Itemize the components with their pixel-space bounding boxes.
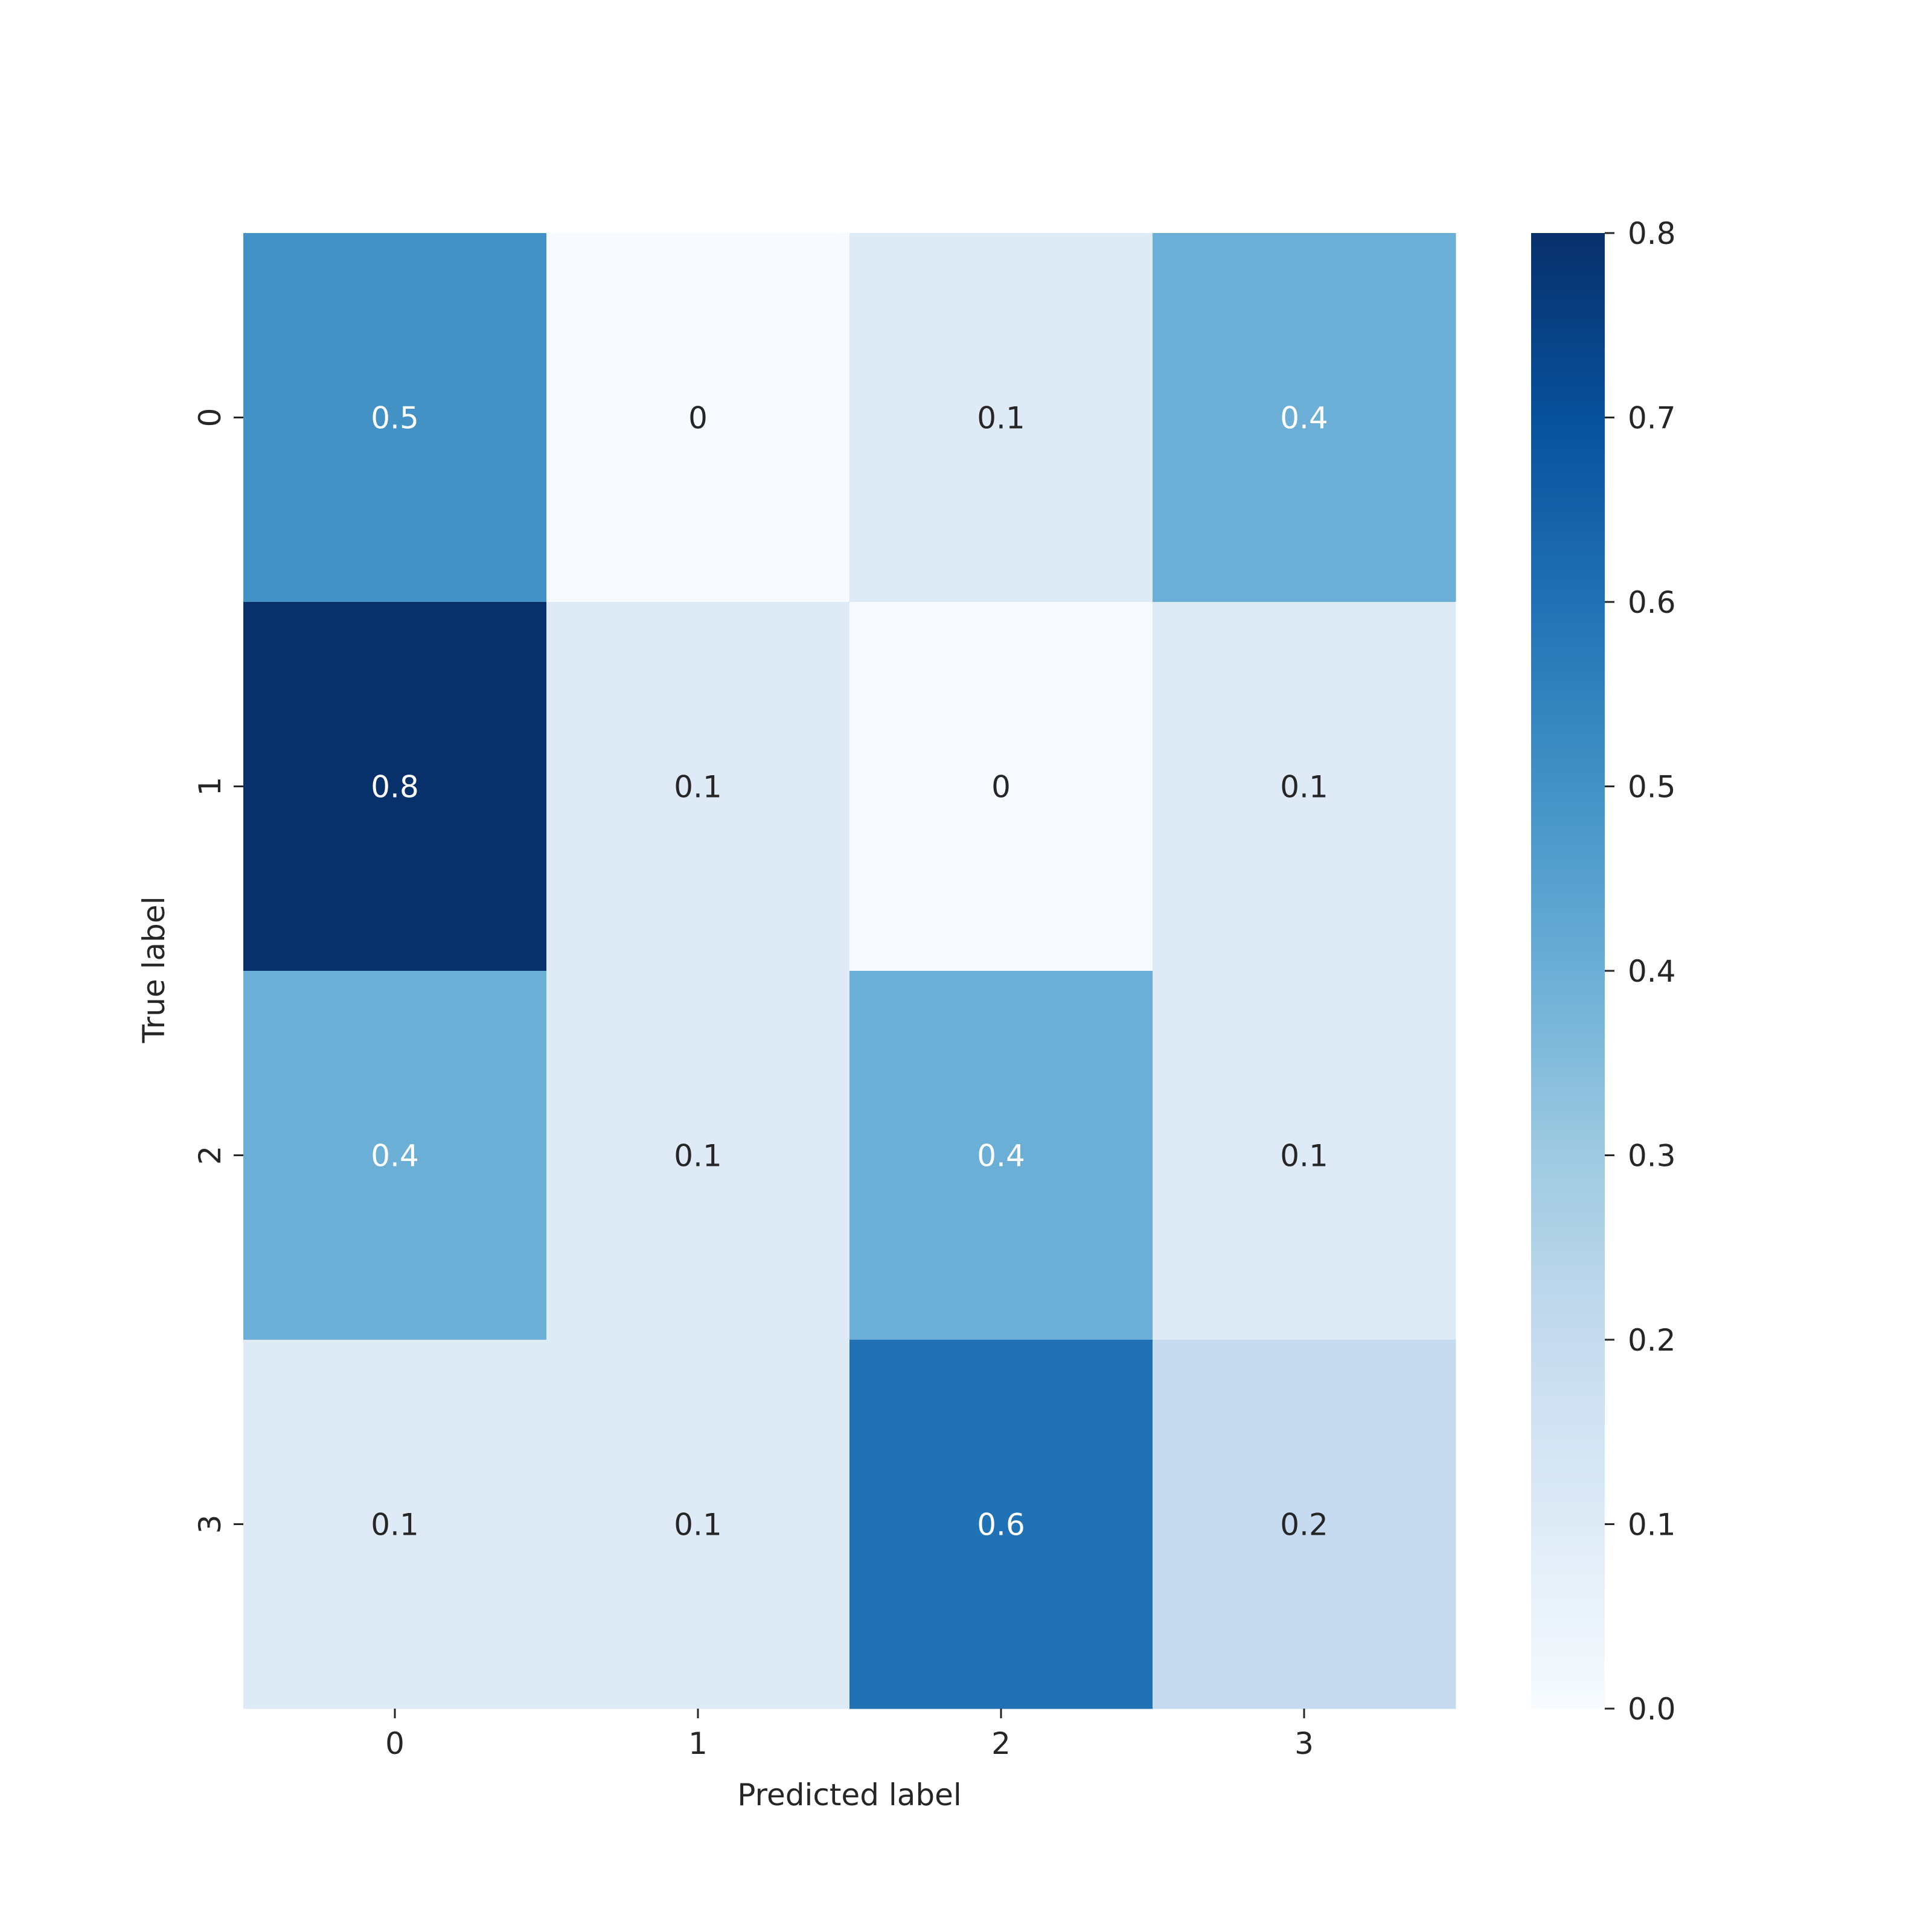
- cell-label-r0-c1: 0: [688, 401, 708, 436]
- cell-label-r2-c3: 0.1: [1280, 1139, 1328, 1174]
- heatmap-cell-r3-c0: [243, 1340, 547, 1709]
- y-tick-label-3: 3: [193, 1515, 228, 1534]
- colorbar-tick-label-0.1: 0.1: [1628, 1508, 1676, 1543]
- heatmap-cell-r2-c3: [1153, 971, 1456, 1340]
- colorbar-tick-label-0.2: 0.2: [1628, 1323, 1676, 1358]
- x-tick-label-3: 3: [1294, 1726, 1314, 1761]
- y-axis: 0 1 2 3: [193, 408, 243, 1534]
- y-tick-label-2: 2: [193, 1146, 228, 1165]
- cell-label-r3-c1: 0.1: [674, 1508, 722, 1543]
- cell-label-r1-c0: 0.8: [371, 770, 419, 805]
- x-tick-label-0: 0: [385, 1726, 405, 1761]
- cell-label-r1-c2: 0: [991, 770, 1011, 805]
- heatmap-cell-r1-c3: [1153, 602, 1456, 971]
- colorbar-gradient: [1531, 233, 1605, 1709]
- y-axis-title: True label: [136, 896, 171, 1043]
- cell-label-r3-c3: 0.2: [1280, 1508, 1328, 1543]
- colorbar-tick-label-0.4: 0.4: [1628, 954, 1676, 989]
- x-tick-label-2: 2: [991, 1726, 1011, 1761]
- cell-label-r3-c0: 0.1: [371, 1508, 419, 1543]
- cell-label-r0-c0: 0.5: [371, 401, 419, 436]
- cell-label-r2-c1: 0.1: [674, 1139, 722, 1174]
- heatmap-cell-r2-c1: [546, 971, 850, 1340]
- heatmap-cell-r3-c2: [849, 1340, 1153, 1709]
- heatmap-cell-r0-c1: [546, 233, 850, 603]
- heatmap-cell-r1-c2: [849, 602, 1153, 971]
- cell-label-r1-c1: 0.1: [674, 770, 722, 805]
- heatmap-cell-r0-c3: [1153, 233, 1456, 603]
- heatmap-cells: [243, 233, 1456, 1709]
- colorbar-ticks: 0.0 0.1 0.2 0.3 0.4 0.5 0.6 0.7 0.8: [1605, 216, 1676, 1727]
- heatmap-cell-r1-c1: [546, 602, 850, 971]
- heatmap-cell-r0-c0: [243, 233, 547, 603]
- colorbar-tick-label-0.8: 0.8: [1628, 216, 1676, 251]
- colorbar-tick-label-0.3: 0.3: [1628, 1139, 1676, 1174]
- colorbar-tick-label-0.7: 0.7: [1628, 401, 1676, 436]
- y-tick-label-1: 1: [193, 777, 228, 796]
- colorbar-tick-label-0.5: 0.5: [1628, 770, 1676, 805]
- x-tick-label-1: 1: [688, 1726, 708, 1761]
- colorbar-tick-label-0.6: 0.6: [1628, 585, 1676, 620]
- x-axis-title: Predicted label: [737, 1777, 962, 1812]
- heatmap-cell-r3-c3: [1153, 1340, 1456, 1709]
- cell-label-r0-c3: 0.4: [1280, 401, 1328, 436]
- cell-labels: 0.5 0 0.1 0.4 0.8 0.1 0 0.1 0.4 0.1 0.4 0.1 0.1 0.1 0.…: [371, 401, 1328, 1543]
- heatmap-cell-r1-c0: [243, 602, 547, 971]
- colorbar-tick-label-0.0: 0.0: [1628, 1692, 1676, 1727]
- cell-label-r3-c2: 0.6: [977, 1508, 1025, 1543]
- heatmap-cell-r2-c0: [243, 971, 547, 1340]
- cell-label-r2-c0: 0.4: [371, 1139, 419, 1174]
- cell-label-r2-c2: 0.4: [977, 1139, 1025, 1174]
- heatmap-cell-r0-c2: [849, 233, 1153, 603]
- x-axis: 0 1 2 3: [385, 1709, 1314, 1761]
- colorbar: 0.0 0.1 0.2 0.3 0.4 0.5 0.6 0.7 0.8: [1531, 216, 1676, 1727]
- heatmap-cell-r3-c1: [546, 1340, 850, 1709]
- heatmap-cell-r2-c2: [849, 971, 1153, 1340]
- cell-label-r0-c2: 0.1: [977, 401, 1025, 436]
- cell-label-r1-c3: 0.1: [1280, 770, 1328, 805]
- y-tick-label-0: 0: [193, 408, 228, 427]
